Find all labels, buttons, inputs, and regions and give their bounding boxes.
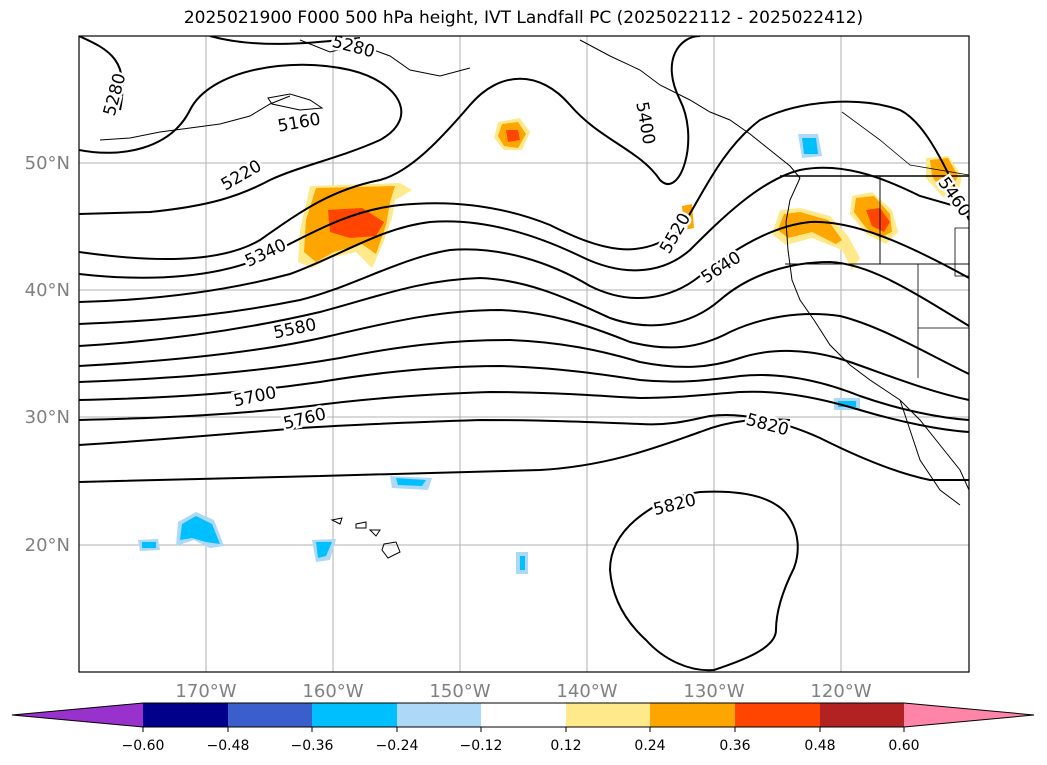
colorbar-tick: 0.48 bbox=[804, 738, 835, 754]
lat-label-30n: 30°N bbox=[25, 407, 70, 428]
colorbar-extend-low bbox=[12, 703, 143, 727]
colorbar-tick-labels: −0.60 −0.48 −0.36 −0.24 −0.12 0.12 0.24 … bbox=[122, 738, 920, 754]
colorbar-segment bbox=[143, 703, 228, 727]
colorbar-segment bbox=[566, 703, 650, 727]
colorbar-tick: 0.12 bbox=[550, 738, 581, 754]
colorbar-tick: 0.60 bbox=[888, 738, 919, 754]
lat-label-50n: 50°N bbox=[25, 153, 70, 174]
lon-label-120w: 120°W bbox=[810, 681, 871, 702]
map-title: 2025021900 F000 500 hPa height, IVT Land… bbox=[183, 8, 864, 28]
map-panel: 5280 5160 5220 5340 5580 5700 5760 5820 … bbox=[78, 35, 970, 673]
colorbar-tick: −0.60 bbox=[122, 738, 165, 754]
lon-label-130w: 130°W bbox=[683, 681, 744, 702]
colorbar-tick: 0.24 bbox=[634, 738, 665, 754]
colorbar-segment bbox=[481, 703, 566, 727]
latitude-labels: 50°N 40°N 30°N 20°N bbox=[25, 153, 70, 556]
colorbar-extend-high bbox=[904, 703, 1034, 727]
height-contours bbox=[79, 36, 969, 672]
positive-pc-shading bbox=[298, 118, 962, 270]
longitude-labels: 170°W 160°W 150°W 140°W 130°W 120°W bbox=[175, 681, 871, 702]
colorbar-tick: −0.24 bbox=[376, 738, 419, 754]
colorbar-segment bbox=[820, 703, 904, 727]
colorbar: −0.60 −0.48 −0.36 −0.24 −0.12 0.12 0.24 … bbox=[11, 702, 1035, 754]
colorbar-segment bbox=[397, 703, 481, 727]
coastlines bbox=[99, 39, 969, 506]
gridlines bbox=[79, 36, 969, 672]
lat-label-20n: 20°N bbox=[25, 535, 70, 556]
lon-label-160w: 160°W bbox=[302, 681, 363, 702]
colorbar-tick: −0.12 bbox=[460, 738, 503, 754]
colorbar-segments bbox=[11, 702, 1035, 728]
colorbar-segment bbox=[312, 703, 397, 727]
negative-pc-shading bbox=[138, 134, 860, 574]
hawaiian-islands bbox=[330, 517, 401, 559]
colorbar-tick: −0.48 bbox=[207, 738, 250, 754]
colorbar-segment bbox=[228, 703, 312, 727]
colorbar-tick: 0.36 bbox=[719, 738, 750, 754]
colorbar-tick-marks bbox=[142, 727, 905, 732]
lon-label-140w: 140°W bbox=[556, 681, 617, 702]
lon-label-150w: 150°W bbox=[429, 681, 490, 702]
colorbar-tick: −0.36 bbox=[291, 738, 334, 754]
lon-label-170w: 170°W bbox=[175, 681, 236, 702]
lat-label-40n: 40°N bbox=[25, 280, 70, 301]
colorbar-segment bbox=[735, 703, 820, 727]
colorbar-segment bbox=[650, 703, 735, 727]
